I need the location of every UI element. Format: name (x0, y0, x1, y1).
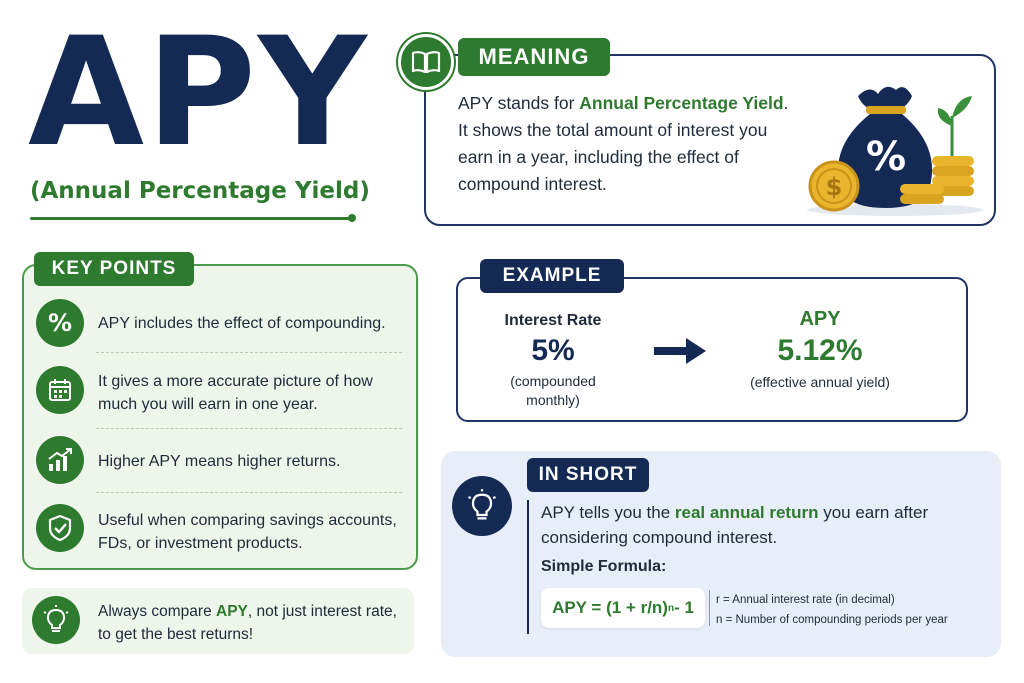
in-short-highlight: real annual return (674, 503, 819, 522)
meaning-label: MEANING (458, 38, 610, 76)
example-label: EXAMPLE (480, 259, 624, 293)
divider (96, 352, 402, 353)
key-point-text: Useful when comparing savings accounts, … (98, 512, 397, 552)
formula-note-r: r = Annual interest rate (in decimal) (716, 594, 895, 606)
coin-dollar-symbol: $ (826, 173, 843, 201)
formula-divider (709, 590, 710, 626)
formula-notes: r = Annual interest rate (in decimal) n … (716, 590, 948, 630)
meaning-highlight: Annual Percentage Yield (579, 93, 784, 113)
interest-rate-value: 5% (531, 334, 575, 367)
interest-rate-note: (compounded monthly) (510, 373, 596, 408)
meaning-intro: APY stands for (458, 93, 580, 113)
lightbulb-icon (452, 476, 512, 536)
divider (96, 492, 402, 493)
meaning-text: APY stands for Annual Percentage Yield. … (458, 90, 798, 198)
growth-chart-icon (36, 436, 84, 484)
book-icon (398, 34, 454, 90)
formula-note-n: n = Number of compounding periods per ye… (716, 614, 948, 626)
interest-rate-title: Interest Rate (504, 312, 602, 329)
key-points-label: KEY POINTS (34, 252, 194, 286)
formula-title: Simple Formula: (541, 558, 667, 575)
in-short-text: APY tells you the real annual return you… (541, 503, 929, 547)
apy-title: APY (799, 308, 841, 330)
page-subtitle: (Annual Percentage Yield) (30, 178, 370, 204)
key-point-text: Higher APY means higher returns. (98, 453, 341, 470)
key-point-text: APY includes the effect of compounding. (98, 315, 386, 332)
divider (96, 428, 402, 429)
in-short-label: IN SHORT (527, 458, 649, 492)
subtitle-underline (30, 217, 352, 220)
apy-note: (effective annual yield) (750, 374, 890, 390)
bag-percent-symbol: % (866, 134, 906, 180)
percent-icon: % (36, 299, 84, 347)
tip-card (22, 588, 414, 654)
page-title: APY (28, 6, 369, 180)
shield-check-icon (36, 504, 84, 552)
key-points-card (22, 264, 418, 570)
subtitle-underline-dot (348, 214, 356, 222)
key-point-text: It gives a more accurate picture of how … (98, 373, 373, 413)
meaning-body: It shows the total amount of interest yo… (458, 120, 768, 194)
tip-text: Always compare APY, not just interest ra… (98, 603, 397, 643)
formula-box: APY = (1 + r/n) n - 1 (541, 588, 705, 628)
example-card (456, 277, 968, 422)
calendar-icon (36, 366, 84, 414)
lightbulb-icon (32, 596, 80, 644)
arrow-right-icon (654, 338, 706, 364)
apy-value: 5.12% (777, 334, 863, 367)
meaning-period: . (783, 93, 789, 113)
money-bag-illustration: % $ (807, 86, 983, 216)
formula-exponent: n (667, 602, 675, 614)
tip-highlight: APY (216, 603, 248, 620)
in-short-rule (527, 500, 529, 634)
